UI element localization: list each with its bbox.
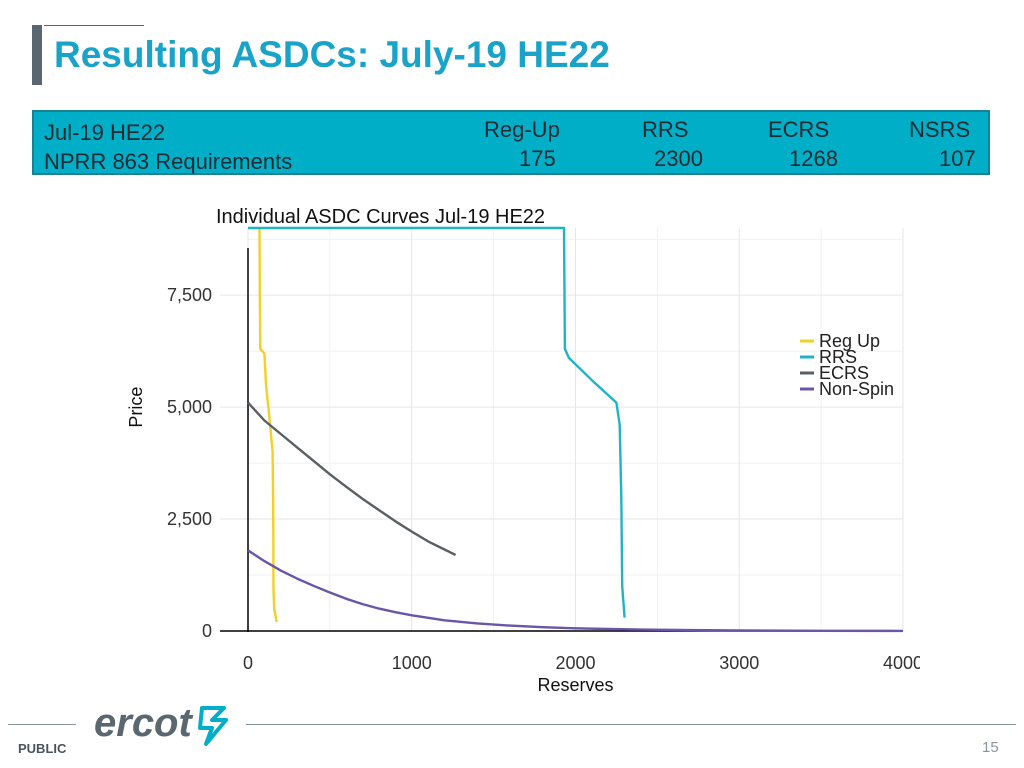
asdc-curves-chart: Individual ASDC Curves Jul-19 HE22 0 1000 2… [126,206,920,695]
x-tick-label: 3000 [719,653,759,673]
legend-label-reg-up: Reg Up [819,331,880,351]
y-tick-label: 7,500 [167,285,212,305]
requirements-row-label: Jul-19 HE22 [44,120,166,145]
x-axis-label: Reserves [537,675,613,695]
legend-label-rrs: RRS [819,347,857,367]
requirements-value-ecrs: 1268 [789,146,838,171]
series-line-rrs [248,226,626,618]
requirements-value-nsrs: 107 [939,146,976,171]
x-tick-label: 2000 [555,653,595,673]
ercot-logo: ercot [94,701,228,746]
x-tick-label: 1000 [392,653,432,673]
requirements-header-nsrs: NSRS [909,117,971,142]
series-line-ecrs [247,401,457,556]
requirements-box: Jul-19 HE22 NPRR 863 Requirements Reg-Up… [32,110,990,175]
requirements-header-rrs: RRS [642,117,689,142]
series-line-reg-up [258,227,278,623]
requirements-value-rrs: 2300 [654,146,703,171]
legend-label-non-spin: Non-Spin [819,379,894,399]
page-number: 15 [982,739,999,756]
series-line-non-spin [247,549,904,633]
requirements-header-ecrs: ECRS [768,117,830,142]
logo-wordmark: ercot [94,701,193,745]
y-tick-label: 0 [202,621,212,641]
title-accent-bar [32,25,42,85]
classification-label: PUBLIC [18,741,67,756]
legend-label-ecrs: ECRS [819,363,869,383]
y-tick-label: 5,000 [167,397,212,417]
chart-title: Individual ASDC Curves Jul-19 HE22 [216,206,545,228]
y-tick-label: 2,500 [167,509,212,529]
lightning-bolt-icon [198,706,228,746]
title-rule [44,25,144,26]
x-tick-label: 4000 [883,653,920,673]
slide-title: Resulting ASDCs: July-19 HE22 [54,34,610,75]
x-tick-label: 0 [243,653,253,673]
footer-rule [246,724,1016,725]
requirements-header-reg-up: Reg-Up [484,117,560,142]
requirements-value-reg-up: 175 [519,146,556,171]
requirements-row-label: NPRR 863 Requirements [44,149,293,174]
y-axis-label: Price [126,387,146,428]
footer-rule [8,724,76,725]
